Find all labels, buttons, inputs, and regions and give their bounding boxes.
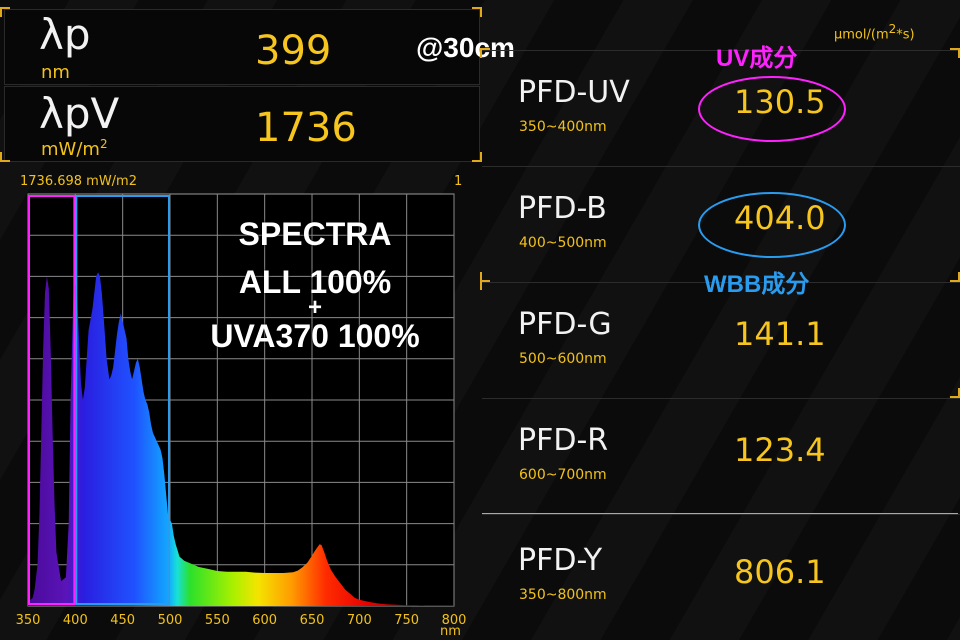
x-tick-label: 800 bbox=[442, 613, 467, 628]
range-highlight-box bbox=[75, 195, 170, 605]
spectrum-title: SPECTRA ALL 100% + UVA370 100% bbox=[190, 218, 440, 352]
x-axis-label: nm bbox=[440, 624, 461, 639]
spectrum-title-line: SPECTRA bbox=[238, 216, 392, 252]
distance-label: @30cm bbox=[416, 32, 515, 63]
range-highlight-box bbox=[28, 195, 76, 605]
pfd-row-range: 500~600nm bbox=[519, 351, 607, 367]
pfd-row-name: PFD-Y bbox=[518, 543, 603, 578]
pfd-unit-label: μmol/(m2*s) bbox=[834, 22, 915, 42]
lambda-pv-unit-sup: 2 bbox=[99, 137, 108, 151]
x-tick-label: 450 bbox=[110, 613, 135, 628]
frame-corner bbox=[472, 7, 482, 17]
lambda-p-value: 399 bbox=[255, 28, 332, 74]
pfd-row-y: PFD-Y 350~800nm 806.1 bbox=[482, 514, 960, 635]
pfd-row-range: 350~800nm bbox=[519, 587, 607, 603]
pfd-row-value: 123.4 bbox=[734, 431, 826, 469]
frame-corner bbox=[480, 48, 490, 58]
spectrum-title-line: ALL 100% bbox=[238, 264, 392, 300]
divider-line bbox=[482, 513, 958, 514]
uv-annotation-label: UV成分 bbox=[716, 45, 798, 72]
frame-corner bbox=[950, 272, 960, 282]
lambda-pv-unit: mW/m2 bbox=[41, 137, 108, 160]
frame-corner bbox=[0, 7, 10, 17]
x-tick-label: 550 bbox=[205, 613, 230, 628]
spectrum-title-line: UVA370 100% bbox=[210, 318, 420, 354]
lambda-p-unit: nm bbox=[41, 62, 70, 83]
spectrum-chart: 350 400 450 500 550 600 650 700 750 800 bbox=[16, 193, 467, 628]
frame-corner bbox=[0, 152, 10, 162]
pfd-row-name: PFD-G bbox=[518, 307, 612, 342]
chart-top-right-label: 1 bbox=[454, 174, 463, 189]
x-tick-label: 500 bbox=[158, 613, 183, 628]
x-tick-label: 750 bbox=[394, 613, 419, 628]
lambda-pv-symbol: λpV bbox=[39, 89, 120, 138]
spectrum-title-line: + bbox=[307, 294, 322, 321]
pfd-row-g: PFD-G 500~600nm 141.1 bbox=[482, 282, 960, 395]
pfd-row-value: 806.1 bbox=[734, 553, 826, 591]
pfd-row-range: 600~700nm bbox=[519, 467, 607, 483]
wbb-highlight-ellipse bbox=[698, 192, 846, 258]
x-tick-label: 600 bbox=[252, 613, 277, 628]
peak-value-panel: λpV mW/m2 1736 bbox=[4, 86, 480, 162]
x-tick-label: 650 bbox=[300, 613, 325, 628]
pfd-unit-suffix: *s) bbox=[896, 27, 915, 43]
x-tick-label: 350 bbox=[16, 613, 41, 628]
frame-corner bbox=[472, 152, 482, 162]
x-tick-label: 700 bbox=[347, 613, 372, 628]
pfd-unit-prefix: μmol/(m bbox=[834, 27, 889, 43]
pfd-row-name: PFD-B bbox=[518, 191, 607, 226]
spectrum-area bbox=[28, 272, 454, 606]
lambda-pv-value: 1736 bbox=[255, 105, 357, 151]
chart-top-left-label: 1736.698 mW/m2 bbox=[20, 174, 137, 189]
uv-highlight-ellipse bbox=[698, 76, 846, 142]
frame-corner bbox=[480, 280, 490, 290]
x-tick-label: 400 bbox=[63, 613, 88, 628]
pfd-unit-sup: 2 bbox=[888, 22, 897, 36]
pfd-row-r: PFD-R 600~700nm 123.4 bbox=[482, 398, 960, 511]
pfd-row-range: 400~500nm bbox=[519, 235, 607, 251]
frame-corner bbox=[950, 48, 960, 58]
pfd-row-range: 350~400nm bbox=[519, 119, 607, 135]
pfd-row-name: PFD-R bbox=[518, 423, 609, 458]
peak-wavelength-panel: λp nm 399 bbox=[4, 9, 480, 85]
wbb-annotation-label: WBB成分 bbox=[704, 271, 810, 298]
lambda-pv-unit-base: mW/m bbox=[41, 139, 100, 160]
pfd-row-name: PFD-UV bbox=[518, 75, 630, 110]
frame-corner bbox=[950, 388, 960, 398]
lambda-p-symbol: λp bbox=[39, 10, 91, 59]
pfd-row-value: 141.1 bbox=[734, 315, 826, 353]
